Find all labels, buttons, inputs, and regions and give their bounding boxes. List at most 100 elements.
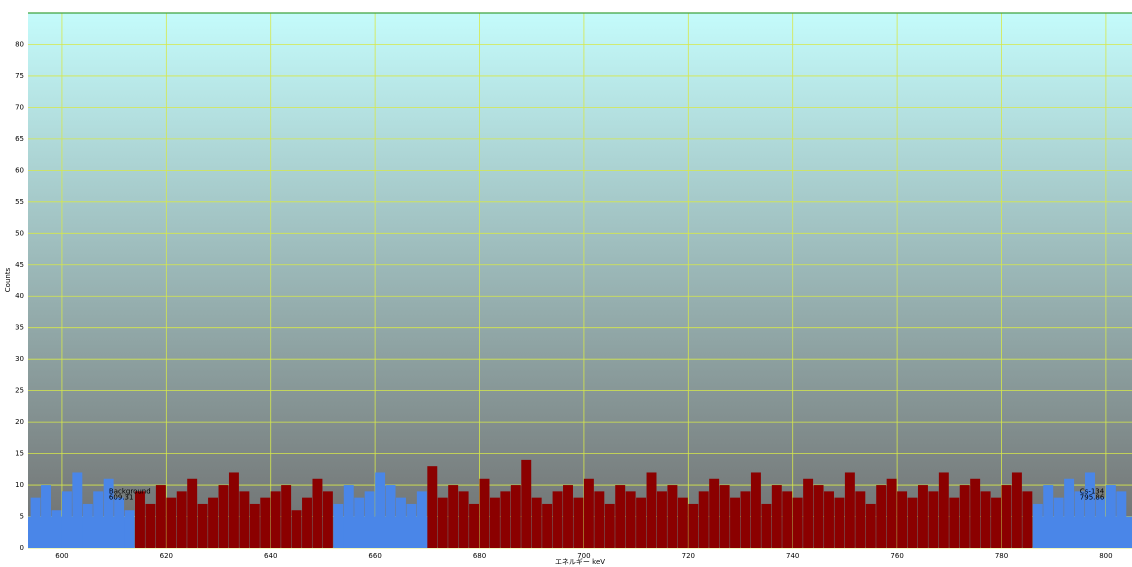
bar: [239, 491, 250, 548]
bar: [375, 472, 386, 548]
bar: [761, 503, 772, 548]
bar: [636, 497, 647, 548]
bar: [813, 485, 824, 548]
bar: [573, 497, 584, 548]
bar: [834, 497, 845, 548]
bar: [260, 497, 271, 548]
bar: [949, 497, 960, 548]
bar: [1064, 478, 1075, 548]
y-tick-label: 40: [15, 292, 24, 300]
bar: [928, 491, 939, 548]
x-tick-label: 800: [1099, 552, 1112, 560]
bar: [552, 491, 563, 548]
x-tick-label: 700: [577, 552, 590, 560]
bar: [1011, 472, 1022, 548]
bar: [782, 491, 793, 548]
bar: [469, 503, 480, 548]
bar: [688, 503, 699, 548]
bar: [51, 510, 62, 548]
bar: [886, 478, 897, 548]
bar: [698, 491, 709, 548]
bar: [291, 510, 302, 548]
bar: [1043, 485, 1054, 548]
bar: [521, 459, 532, 548]
bar: [41, 485, 51, 548]
bar: [479, 478, 490, 548]
bar: [980, 491, 991, 548]
bar: [730, 497, 741, 548]
bar: [615, 485, 626, 548]
y-tick-label: 35: [15, 324, 24, 332]
bar: [427, 466, 438, 548]
bar: [228, 472, 239, 548]
y-tick-label: 0: [20, 544, 24, 552]
annotation: Background: [109, 487, 151, 495]
bar: [103, 478, 114, 548]
bar: [416, 491, 427, 548]
y-tick-label: 5: [20, 513, 24, 521]
bar: [510, 485, 521, 548]
bar: [938, 472, 949, 548]
y-tick-label: 70: [15, 103, 24, 111]
y-tick-label: 45: [15, 261, 24, 269]
bar: [302, 497, 312, 548]
bar: [82, 503, 93, 548]
y-tick-label: 60: [15, 166, 24, 174]
bar: [991, 497, 1002, 548]
bar: [61, 491, 72, 548]
bar: [312, 478, 323, 548]
bar: [385, 485, 396, 548]
bar: [604, 503, 615, 548]
x-axis-title: エネルギー keV: [555, 558, 605, 566]
bar: [124, 510, 135, 548]
bar: [1001, 485, 1012, 548]
bar: [93, 491, 104, 548]
bar: [1074, 491, 1085, 548]
bar: [114, 497, 125, 548]
bar: [281, 485, 292, 548]
bar: [750, 472, 761, 548]
bar: [500, 491, 511, 548]
x-tick-label: 600: [55, 552, 68, 560]
bar: [865, 503, 876, 548]
y-axis-title: Counts: [4, 267, 12, 292]
y-tick-label: 15: [15, 450, 24, 458]
bar: [917, 485, 928, 548]
bar: [792, 497, 803, 548]
bar: [333, 503, 344, 548]
bar: [437, 497, 448, 548]
bar: [396, 497, 406, 548]
bar: [667, 485, 678, 548]
bar: [72, 472, 83, 548]
bar: [187, 478, 198, 548]
bar: [646, 472, 657, 548]
bar: [1022, 491, 1033, 548]
bar: [135, 491, 145, 548]
bar: [354, 497, 365, 548]
annotation: 609.31: [109, 494, 134, 502]
bar: [145, 503, 156, 548]
annotation: 795.86: [1080, 494, 1105, 502]
bar: [907, 497, 918, 548]
bar: [343, 485, 354, 548]
y-tick-label: 30: [15, 355, 24, 363]
y-tick-label: 20: [15, 418, 24, 426]
bar: [249, 503, 260, 548]
bar: [176, 491, 187, 548]
x-tick-label: 760: [890, 552, 903, 560]
bar: [458, 491, 469, 548]
bar: [719, 485, 730, 548]
x-tick-label: 780: [995, 552, 1008, 560]
bar: [270, 491, 281, 548]
bar: [771, 485, 782, 548]
y-tick-label: 50: [15, 229, 24, 237]
annotation: Cs-134: [1080, 487, 1105, 495]
x-tick-label: 720: [682, 552, 695, 560]
bar: [594, 491, 605, 548]
bar: [897, 491, 908, 548]
bar: [1053, 497, 1064, 548]
bar: [844, 472, 855, 548]
y-tick-label: 65: [15, 135, 24, 143]
bar: [583, 478, 594, 548]
